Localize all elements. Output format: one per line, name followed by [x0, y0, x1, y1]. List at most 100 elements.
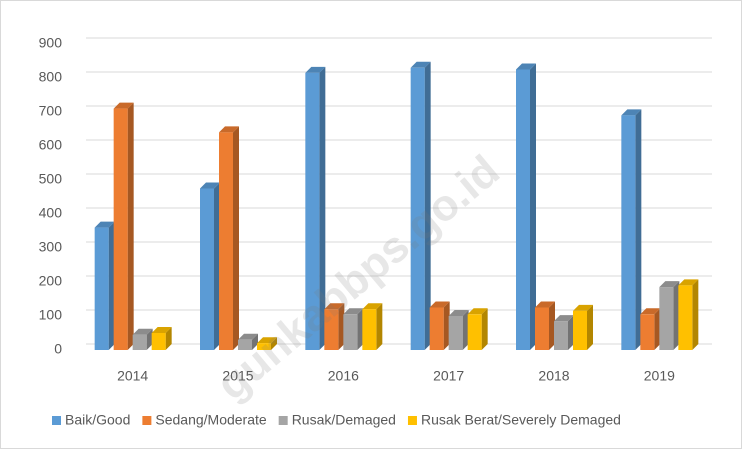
bar — [554, 321, 568, 350]
bar-top — [132, 328, 153, 335]
bar-side — [549, 301, 555, 350]
bar — [410, 67, 425, 351]
bar-side — [214, 182, 220, 350]
x-tick-label: 2019 — [644, 368, 675, 384]
bar — [200, 188, 214, 350]
bar — [659, 287, 674, 350]
y-tick-label: 700 — [39, 103, 63, 119]
legend-swatch — [52, 416, 61, 425]
bar — [324, 309, 339, 350]
legend-label: Sedang/Moderate — [155, 412, 267, 428]
y-tick-label: 200 — [39, 273, 63, 289]
bar — [113, 108, 128, 350]
bar-top — [151, 327, 172, 333]
legend-swatch — [278, 416, 288, 425]
bar-top — [448, 310, 469, 316]
bar-top — [678, 279, 699, 286]
bar-top — [640, 308, 661, 315]
bar-top — [410, 61, 431, 68]
bar-top — [219, 126, 239, 133]
legend-label: Rusak Berat/Severely Demaged — [421, 412, 621, 428]
bar-side — [338, 303, 345, 350]
bar — [362, 309, 377, 350]
bar — [219, 132, 233, 350]
bar — [151, 333, 166, 350]
y-tick-label: 0 — [54, 341, 62, 357]
bar-side — [673, 281, 680, 350]
bar — [343, 314, 358, 350]
bar-top — [94, 221, 115, 228]
bar-top — [516, 63, 536, 70]
bar-side — [635, 109, 642, 351]
bar — [516, 69, 530, 350]
bar-top — [113, 102, 134, 109]
x-tick-label: 2014 — [117, 368, 148, 384]
bar — [132, 334, 147, 350]
bar-side — [108, 221, 115, 350]
bar — [429, 307, 444, 350]
bar-top — [535, 301, 555, 308]
bar-side — [462, 310, 469, 350]
bar-side — [530, 63, 536, 350]
bar-top — [467, 308, 488, 315]
legend-swatch — [142, 416, 152, 425]
bar-top — [429, 301, 450, 308]
y-tick-label: 900 — [39, 35, 63, 51]
bar-side — [319, 66, 326, 351]
bar-side — [568, 315, 574, 350]
bar-side — [146, 328, 153, 350]
bar — [621, 115, 636, 351]
bar — [305, 72, 320, 351]
bar-top — [324, 303, 345, 310]
bar-side — [165, 327, 172, 350]
y-tick-label: 300 — [39, 239, 63, 255]
bar — [535, 307, 549, 350]
bar — [238, 339, 252, 350]
bar-side — [481, 308, 488, 350]
plot-area: 0 100 200 300 400 500 600 700 800 900 2014 2015 2016… — [39, 35, 712, 384]
bar-top — [554, 315, 574, 322]
bar-top — [573, 304, 593, 311]
bar — [678, 285, 693, 350]
legend-label: Rusak/Demaged — [292, 412, 396, 428]
bar-side — [376, 303, 383, 350]
bar-top — [362, 303, 383, 310]
bar — [640, 314, 655, 350]
y-tick-label: 400 — [39, 205, 63, 221]
legend-label: Baik/Good — [65, 412, 130, 428]
bar-top — [659, 281, 680, 288]
x-tick-label: 2015 — [222, 368, 253, 384]
bar-top — [621, 109, 642, 116]
bar-side — [692, 279, 699, 350]
y-tick-label: 600 — [39, 137, 63, 153]
bar-side — [233, 126, 239, 351]
bar-side — [443, 301, 450, 350]
bar — [573, 310, 587, 350]
bar-side — [127, 102, 134, 350]
bar-top — [200, 182, 220, 189]
bar — [448, 316, 463, 350]
x-tick-label: 2016 — [328, 368, 359, 384]
bar — [257, 343, 271, 350]
bar-top — [343, 308, 364, 315]
bar-side — [654, 308, 661, 350]
legend: Baik/Good Sedang/Moderate Rusak/Demaged Rus… — [52, 412, 621, 428]
bar-side — [424, 61, 431, 351]
legend-swatch — [407, 416, 417, 425]
y-tick-label: 500 — [39, 171, 63, 187]
y-tick-label: 800 — [39, 69, 63, 85]
bar-top — [305, 66, 326, 73]
x-tick-label: 2017 — [433, 368, 464, 384]
bar-side — [271, 337, 277, 350]
bar-side — [357, 308, 364, 350]
y-tick-label: 100 — [39, 307, 63, 323]
bar-side — [587, 304, 593, 350]
x-tick-label: 2018 — [538, 368, 569, 384]
bar-top — [238, 333, 258, 340]
bar-top — [257, 337, 277, 344]
bar-side — [252, 333, 258, 350]
bar — [467, 314, 482, 350]
bar — [94, 227, 109, 350]
